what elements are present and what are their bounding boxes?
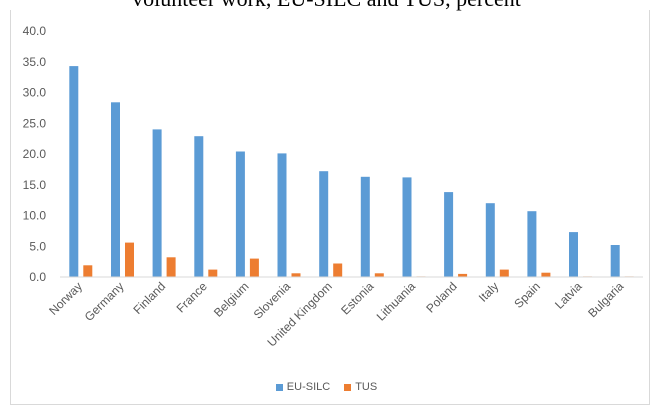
bar-eu-silc-latvia bbox=[569, 232, 578, 277]
bar-eu-silc-finland bbox=[152, 129, 162, 277]
bar-tus-finland bbox=[166, 257, 176, 277]
bar-eu-silc-united-kingdom bbox=[319, 171, 329, 277]
legend-label: TUS bbox=[355, 381, 378, 393]
x-tick-label: Latvia bbox=[552, 279, 585, 312]
bar-eu-silc-germany bbox=[111, 102, 120, 277]
bar-tus-norway bbox=[83, 265, 93, 277]
bar-eu-silc-belgium bbox=[235, 151, 245, 277]
y-tick-label: 0.0 bbox=[29, 270, 46, 284]
y-tick-label: 10.0 bbox=[23, 209, 47, 223]
bar-tus-germany bbox=[125, 242, 134, 277]
bar-eu-silc-france bbox=[194, 136, 204, 277]
bar-eu-silc-poland bbox=[444, 192, 454, 277]
bar-tus-poland bbox=[458, 273, 468, 277]
legend-label: EU-SILC bbox=[286, 381, 331, 393]
y-tick-label: 30.0 bbox=[23, 86, 47, 100]
bar-eu-silc-lithuania bbox=[402, 177, 412, 277]
chart-title: volunteer work, EU-SILC and TUS, percent bbox=[0, 0, 653, 12]
y-axis: 0.0 5.0 10.0 15.0 20.0 25.0 30.0 35.0 40.0 bbox=[23, 24, 47, 284]
x-tick-label: Poland bbox=[423, 279, 459, 315]
x-tick-label: Spain bbox=[511, 279, 543, 311]
legend-swatch bbox=[344, 383, 352, 391]
bar-eu-silc-slovenia bbox=[277, 153, 287, 277]
x-tick-label: Italy bbox=[476, 279, 501, 304]
bar-eu-silc-bulgaria bbox=[610, 245, 620, 277]
y-tick-label: 25.0 bbox=[23, 116, 47, 130]
y-tick-label: 15.0 bbox=[23, 178, 47, 192]
x-tick-label: Estonia bbox=[338, 279, 376, 317]
bar-eu-silc-estonia bbox=[360, 176, 370, 277]
bar-tus-slovenia bbox=[291, 273, 301, 277]
y-tick-label: 35.0 bbox=[23, 55, 47, 69]
x-tick-label: Bulgaria bbox=[585, 279, 626, 320]
bar-eu-silc-norway bbox=[69, 66, 79, 277]
bar-tus-spain bbox=[541, 272, 551, 277]
bar-eu-silc-spain bbox=[527, 211, 537, 277]
bar-eu-silc-italy bbox=[485, 203, 495, 277]
x-tick-label: Slovenia bbox=[251, 279, 294, 322]
bar-tus-estonia bbox=[374, 273, 384, 277]
legend-item: TUS bbox=[344, 381, 377, 393]
legend: EU-SILC TUS bbox=[0, 381, 653, 393]
bars bbox=[69, 66, 634, 277]
x-tick-label: France bbox=[174, 279, 211, 316]
y-tick-label: 40.0 bbox=[23, 24, 47, 38]
x-tick-label: Norway bbox=[46, 279, 85, 318]
bar-tus-france bbox=[208, 269, 218, 277]
bar-tus-belgium bbox=[249, 258, 259, 277]
legend-item: EU-SILC bbox=[275, 381, 331, 393]
legend-swatch bbox=[275, 383, 283, 391]
x-tick-label: Finland bbox=[130, 279, 168, 317]
bar-tus-italy bbox=[499, 269, 509, 277]
y-tick-label: 5.0 bbox=[29, 239, 46, 253]
x-tick-label: Germany bbox=[82, 279, 127, 324]
y-tick-label: 20.0 bbox=[23, 147, 47, 161]
x-tick-label: Belgium bbox=[211, 279, 252, 320]
x-tick-label: Lithuania bbox=[374, 279, 419, 324]
bar-tus-united-kingdom bbox=[333, 263, 343, 277]
bar-chart: 0.0 5.0 10.0 15.0 20.0 25.0 30.0 35.0 40.0 Norwa… bbox=[23, 24, 643, 350]
chart-frame bbox=[10, 10, 650, 405]
